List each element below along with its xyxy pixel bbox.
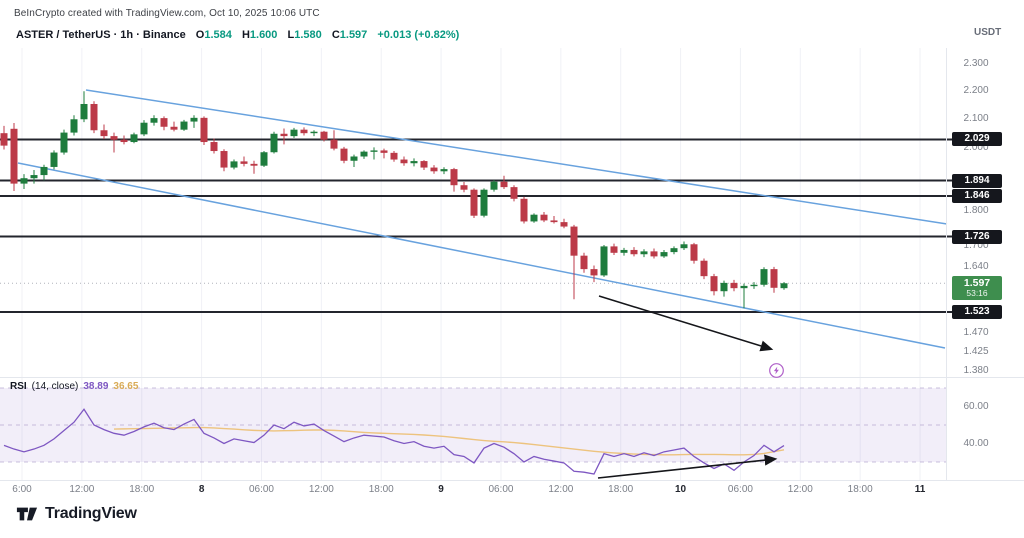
quote-currency-label: USDT — [974, 27, 1002, 38]
time-tick-label: 18:00 — [368, 484, 394, 495]
ohlc-low-value: 1.580 — [294, 29, 322, 41]
time-tick-label: 06:00 — [727, 484, 753, 495]
time-day-label: 8 — [198, 484, 205, 495]
flash-icon[interactable] — [768, 362, 785, 379]
rsi-ma-line — [113, 426, 785, 456]
symbol-info-bar[interactable]: ASTER / TetherUS · 1h · Binance O1.584 H… — [16, 29, 459, 41]
price-tick-label: 2.000 — [963, 142, 989, 154]
rsi-legend[interactable]: RSI (14, close) 38.89 36.65 — [10, 381, 138, 392]
time-axis-border — [0, 480, 1024, 481]
price-tick-label: 1.425 — [963, 345, 989, 357]
channel-lower-line[interactable] — [17, 162, 946, 349]
time-tick-label: 12:00 — [308, 484, 334, 495]
time-tick-label: 06:00 — [248, 484, 274, 495]
ohlc-low-label: L — [287, 29, 295, 41]
price-level-label: 1.894 — [952, 173, 1002, 188]
current-price-value: 1.597 — [963, 277, 991, 290]
time-day-label: 10 — [675, 484, 687, 495]
time-tick-label: 12:00 — [69, 484, 95, 495]
time-tick-label: 18:00 — [847, 484, 873, 495]
tradingview-logo-text: TradingView — [45, 505, 137, 522]
symbol-title: ASTER / TetherUS · 1h · Binance — [16, 29, 186, 41]
rsi-indicator-params: (14, close) — [31, 381, 79, 392]
price-level-label: 1.523 — [952, 304, 1002, 319]
time-tick-label: 18:00 — [129, 484, 155, 495]
rsi-value: 38.89 — [83, 381, 109, 392]
time-tick-label: 18:00 — [608, 484, 634, 495]
tradingview-logo-icon — [16, 507, 38, 521]
time-tick-label: 12:00 — [787, 484, 813, 495]
price-tick-label: 1.380 — [963, 365, 989, 377]
ohlc-high-value: 1.600 — [249, 29, 278, 41]
price-tick-label: 1.700 — [963, 239, 989, 251]
attribution-text: BeInCrypto created with TradingView.com,… — [14, 8, 320, 19]
ohlc-close-value: 1.597 — [339, 29, 368, 41]
price-level-label: 1.726 — [952, 229, 1002, 244]
rsi-ma-value: 36.65 — [113, 381, 139, 392]
ohlc-open-label: O — [195, 29, 205, 41]
ohlc-open-value: 1.584 — [204, 29, 232, 41]
time-day-label: 9 — [438, 484, 444, 495]
ohlc-change-value: +0.013 (+0.82%) — [377, 29, 460, 41]
gridlines — [21, 48, 921, 480]
price-tick-label: 2.100 — [963, 112, 989, 124]
time-tick-label: 6:00 — [12, 484, 32, 495]
ohlc-high-label: H — [241, 29, 250, 41]
trend-arrow-down[interactable] — [598, 295, 774, 352]
time-tick-label: 12:00 — [548, 484, 574, 495]
price-tick-label: 1.800 — [963, 205, 989, 217]
tradingview-logo[interactable]: TradingView — [16, 504, 137, 524]
price-tick-label: 2.200 — [963, 84, 989, 96]
rsi-line — [3, 408, 785, 475]
rsi-tick-label: 40.00 — [963, 437, 989, 449]
channel-upper-line[interactable] — [85, 89, 948, 225]
price-tick-label: 1.640 — [963, 261, 989, 273]
lightning-bolt-icon — [769, 363, 784, 378]
time-day-label: 11 — [914, 484, 926, 495]
price-tick-label: 2.300 — [963, 58, 989, 70]
price-level-label: 2.029 — [952, 132, 1002, 147]
time-tick-label: 06:00 — [488, 484, 514, 495]
price-axis-border — [946, 48, 947, 480]
trend-arrow-up[interactable] — [597, 454, 778, 479]
rsi-indicator-name: RSI — [10, 381, 27, 392]
price-tick-label: 1.470 — [963, 327, 989, 339]
bar-countdown: 53:16 — [966, 288, 988, 299]
rsi-tick-label: 60.00 — [963, 400, 989, 412]
ohlc-close-label: C — [331, 29, 340, 41]
price-level-label: 1.846 — [952, 189, 1002, 204]
current-price-label: 1.597 53:16 — [952, 276, 1002, 301]
pane-separator[interactable] — [0, 377, 1024, 378]
candlestick-series — [0, 91, 788, 309]
